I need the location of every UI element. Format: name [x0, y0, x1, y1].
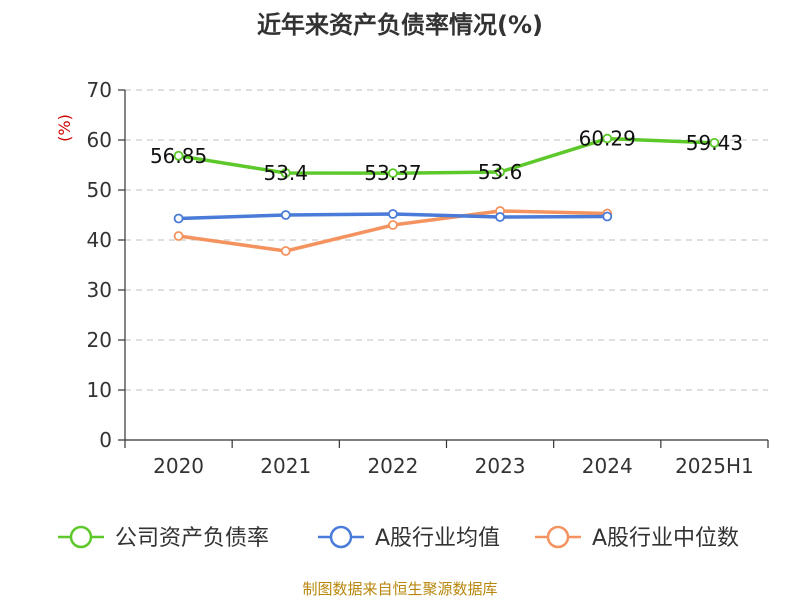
data-point	[495, 212, 505, 222]
data-labels: 56.85 53.4 53.37 53.6 60.29 59.43	[150, 127, 743, 186]
data-label: 53.4	[263, 161, 308, 185]
legend-label: 公司资产负债率	[115, 526, 269, 551]
data-point	[280, 210, 291, 220]
y-tick-label: 0	[99, 428, 112, 452]
data-point	[709, 137, 720, 148]
x-tick-labels: 2020 2021 2022 2023 2024 2025H1	[153, 454, 754, 478]
legend-swatch-marker	[69, 525, 93, 549]
legend-swatch-marker	[329, 525, 353, 549]
y-tick-label: 20	[87, 328, 112, 352]
data-label: 59.43	[686, 131, 743, 155]
data-label: 53.6	[478, 160, 523, 184]
x-tick-label: 2021	[260, 454, 311, 478]
y-tick-label: 70	[87, 78, 112, 102]
data-point	[602, 133, 613, 144]
data-point	[173, 150, 184, 161]
y-axis-unit: (%)	[55, 114, 74, 142]
data-point	[388, 168, 398, 179]
y-tick-label: 40	[87, 228, 112, 252]
x-tick-label: 2023	[475, 454, 526, 478]
y-tick-label: 50	[87, 178, 112, 202]
legend: 公司资产负债率 A股行业均值 A股行业中位数	[58, 525, 739, 551]
x-tick-label: 2022	[367, 454, 418, 478]
data-point	[280, 246, 291, 256]
axes	[118, 89, 769, 448]
data-label: 56.85	[150, 144, 207, 168]
x-tick-label: 2025H1	[675, 454, 754, 478]
data-point	[388, 220, 398, 230]
x-tick-label: 2020	[153, 454, 204, 478]
source-note: 制图数据来自恒生聚源数据库	[302, 580, 497, 598]
legend-swatch-marker	[546, 525, 570, 549]
x-tick-label: 2024	[582, 454, 633, 478]
data-label: 53.37	[364, 161, 421, 185]
data-label: 60.29	[579, 127, 636, 151]
data-point	[280, 168, 291, 178]
series-group	[173, 133, 720, 256]
y-tick-label: 30	[87, 278, 112, 302]
y-tick-label: 60	[87, 128, 112, 152]
data-point	[495, 167, 505, 177]
grid	[125, 89, 768, 391]
y-tick-labels: 0 10 20 30 40 50 60 70	[87, 78, 112, 452]
y-tick-label: 10	[87, 378, 112, 402]
legend-label: A股行业均值	[375, 526, 500, 551]
data-point	[602, 211, 613, 222]
data-point	[388, 209, 398, 219]
legend-label: A股行业中位数	[592, 526, 739, 551]
data-point	[173, 231, 184, 241]
series-line	[178, 136, 715, 175]
data-point	[173, 213, 184, 224]
chart-title: 近年来资产负债率情况(%)	[257, 11, 543, 39]
